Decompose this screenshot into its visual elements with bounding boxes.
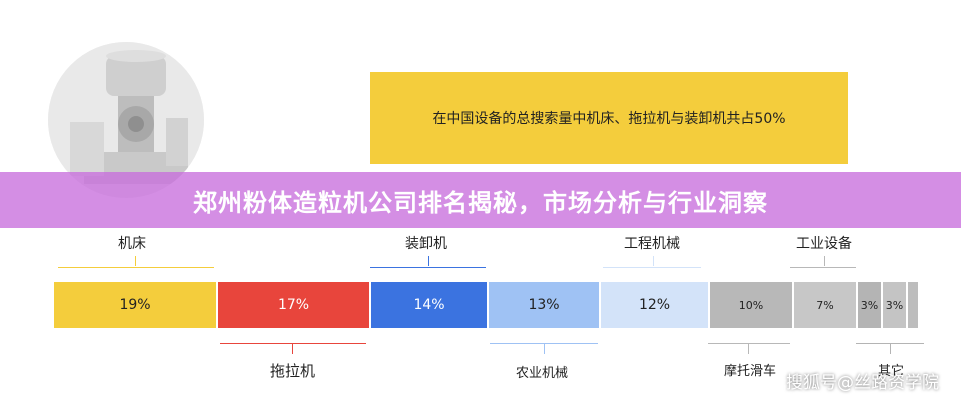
bracket-tick (135, 256, 136, 266)
segment-loader: 14% (369, 282, 487, 328)
bracket-line (790, 267, 856, 268)
bracket-tick (748, 344, 749, 354)
bracket-line (58, 267, 214, 268)
label-moto: 摩托滑车 (724, 364, 777, 379)
machine-photo (48, 42, 204, 198)
bracket-tick (824, 256, 825, 266)
segment-moto: 10% (708, 282, 792, 328)
bracket-line (708, 343, 790, 344)
summary-text: 在中国设备的总搜索量中机床、拖拉机与装卸机共占50% (432, 111, 786, 127)
bracket-line (490, 343, 598, 344)
segment-other-b: 3% (881, 282, 906, 328)
label-agri: 农业机械 (516, 366, 569, 381)
label-machine-tool: 机床 (118, 236, 146, 252)
segment-other-a: 3% (856, 282, 881, 328)
bracket-tick (292, 344, 293, 354)
page-title: 郑州粉体造粒机公司排名揭秘，市场分析与行业洞察 (193, 188, 768, 217)
segment-other-c (906, 282, 918, 328)
segment-industrial: 7% (792, 282, 856, 328)
segment-machine-tool: 19% (54, 282, 216, 328)
label-other: 其它 (878, 364, 905, 379)
bracket-tick (890, 344, 891, 354)
segment-engineering: 12% (599, 282, 708, 328)
bracket-tick (653, 256, 654, 266)
label-tractor: 拖拉机 (270, 362, 316, 380)
bracket-line (370, 267, 486, 268)
source-watermark: 搜狐号@丝路资学院 (786, 373, 939, 393)
label-engineering: 工程机械 (624, 236, 680, 252)
bracket-line (856, 343, 924, 344)
bracket-tick (428, 256, 429, 266)
bracket-tick (544, 344, 545, 354)
bracket-line (603, 267, 701, 268)
summary-callout: 在中国设备的总搜索量中机床、拖拉机与装卸机共占50% (370, 72, 848, 164)
label-industrial: 工业设备 (796, 236, 852, 252)
bracket-line (220, 343, 366, 344)
segment-agri: 13% (487, 282, 599, 328)
label-loader: 装卸机 (405, 236, 447, 252)
segment-tractor: 17% (216, 282, 369, 328)
title-banner: 郑州粉体造粒机公司排名揭秘，市场分析与行业洞察 (0, 172, 961, 228)
share-bar: 19% 17% 14% 13% 12% 10% 7% 3% 3% (54, 282, 918, 328)
